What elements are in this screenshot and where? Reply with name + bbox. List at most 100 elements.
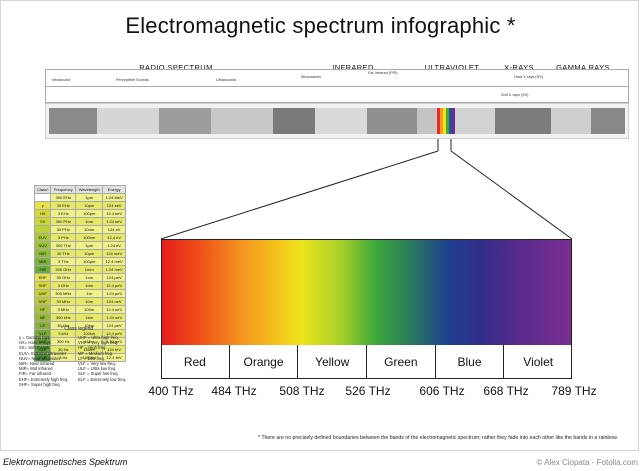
table-cell: 1.24 μeV	[102, 289, 126, 298]
table-row: MF 300 kHz 1km 1.24 neV	[33, 313, 126, 322]
table-row: FIR 300 GHz 1mm 1.24 meV	[33, 265, 126, 274]
infographic-card: Electromagnetic spectrum infographic * R…	[0, 0, 639, 451]
table-cell: 12.4 eV	[102, 233, 126, 242]
table-cell: NUV	[33, 241, 52, 250]
spectrum-bar	[45, 103, 629, 139]
table-cell: 124 μeV	[102, 273, 126, 282]
sub-band-infrasound: Infrasound	[52, 78, 70, 82]
footnote: * There are no precisely defined boundar…	[258, 435, 619, 441]
table-cell: 30 PHz	[50, 225, 77, 234]
table-cell: 10m	[75, 297, 104, 306]
table-row: VHF 30 MHz 10m 124 neV	[33, 297, 126, 306]
table-cell: SHF	[33, 281, 52, 290]
table-cell: LF	[33, 321, 52, 330]
table-cell: 3 THz	[50, 257, 77, 266]
table-row: 300 EHz 1pm 1.24 MeV	[33, 193, 126, 202]
table-cell: 1km	[75, 313, 104, 322]
band-labels-row-2: Soft X-rays (SX)	[45, 87, 629, 103]
table-cell: 1.24 keV	[102, 217, 126, 226]
class-legend-title: * Class legend	[61, 326, 94, 332]
table-row: EUV 3 PHz 100nm 12.4 eV	[33, 233, 126, 242]
table-cell: 10μm	[75, 249, 104, 258]
table-cell: 1.24 eV	[102, 241, 126, 250]
table-cell: 124 peV	[102, 321, 126, 330]
table-cell: SX	[33, 217, 52, 226]
table-row: HX 3 EHz 100pm 12.4 keV	[33, 209, 126, 218]
table-cell: 300 EHz	[50, 193, 77, 202]
table-cell: 124 neV	[102, 297, 126, 306]
table-cell: UHF	[33, 289, 52, 298]
table-cell: 124 keV	[102, 201, 126, 210]
table-cell: HF	[33, 305, 52, 314]
table-cell: 30 THz	[50, 249, 77, 258]
table-cell: 12.4 μeV	[102, 281, 126, 290]
table-row: γ 30 EHz 10pm 124 keV	[33, 201, 126, 210]
table-cell: 1μm	[75, 241, 104, 250]
frequency-label: 508 THz	[279, 384, 325, 398]
table-cell: 100nm	[75, 233, 104, 242]
table-cell: 300 GHz	[50, 265, 77, 274]
table-cell: 30 GHz	[50, 273, 77, 282]
table-row: ULF 300 Hz 1Mm 1.24 peV	[33, 337, 126, 346]
page-title: Electromagnetic spectrum infographic *	[125, 13, 516, 38]
table-cell: 100pm	[75, 209, 104, 218]
table-cell: 3 PHz	[50, 233, 77, 242]
table-cell: 1.24 meV	[102, 265, 126, 274]
color-name-orange: Orange	[230, 345, 299, 379]
table-cell: VHF	[33, 297, 52, 306]
table-header-cell: Energy	[102, 185, 126, 194]
table-cell: γ	[33, 201, 52, 210]
table-cell: 100μm	[75, 257, 104, 266]
table-cell: 1m	[75, 289, 104, 298]
table-cell: 3 GHz	[50, 281, 77, 290]
band-title-3: X-RAYS	[504, 63, 534, 72]
table-cell	[33, 225, 52, 234]
frequency-label: 606 THz	[419, 384, 465, 398]
sub-band-microwaves: Microwaves	[301, 75, 322, 79]
sub-band-hx: Hard X-rays (HX)	[514, 75, 544, 79]
sub-band-fir: Far Infrared (FIR)	[368, 71, 398, 75]
table-cell: 12.4 feV	[102, 353, 126, 362]
table-cell: 30 EHz	[50, 201, 77, 210]
table-row: HF 3 MHz 100m 12.4 neV	[33, 305, 126, 314]
table-cell: 300 THz	[50, 241, 77, 250]
color-name-yellow: Yellow	[298, 345, 368, 379]
frequency-label: 668 THz	[483, 384, 529, 398]
table-row: NUV 300 THz 1μm 1.24 eV	[33, 241, 126, 250]
table-cell: EUV	[33, 233, 52, 242]
table-cell: 124 meV	[102, 249, 126, 258]
table-row: SX 300 PHz 1nm 1.24 keV	[33, 217, 126, 226]
frequency-label: 789 THz	[551, 384, 597, 398]
table-row: EHF 30 GHz 1cm 124 μeV	[33, 273, 126, 282]
table-cell: 12.4 meV	[102, 257, 126, 266]
sub-band-perceptible: Perceptible Sounds	[116, 78, 149, 82]
table-header-cell: Frequency	[50, 185, 77, 194]
band-title-1: INFRARED	[332, 63, 374, 72]
table-cell: 1dm	[75, 281, 104, 290]
visible-spectrum-frame	[161, 239, 572, 379]
caption-right: © Alex Ciopata - Fotolia.com	[536, 458, 639, 467]
table-cell	[33, 193, 52, 202]
table-cell: MF	[33, 313, 52, 322]
table-cell: 10pm	[75, 201, 104, 210]
table-cell: 300 PHz	[50, 217, 77, 226]
sub-band-sx: Soft X-rays (SX)	[501, 93, 529, 97]
abbr-legend-right: UHF = Ultra high freq. VHF = Very high f…	[78, 335, 127, 382]
color-name-red: Red	[161, 345, 230, 379]
table-row: SHF 3 GHz 1dm 12.4 μeV	[33, 281, 126, 290]
table-row: NIR 30 THz 10μm 124 meV	[33, 249, 126, 258]
table-cell: 10nm	[75, 225, 104, 234]
table-cell: 12.4 keV	[102, 209, 126, 218]
table-cell: 1cm	[75, 273, 104, 282]
table-cell: 30 MHz	[50, 297, 77, 306]
table-cell: NIR	[33, 249, 52, 258]
table-row: UHF 300 MHz 1m 1.24 μeV	[33, 289, 126, 298]
table-row: MIR 3 THz 100μm 12.4 meV	[33, 257, 126, 266]
table-cell: 3 MHz	[50, 305, 77, 314]
table-cell: FIR	[33, 265, 52, 274]
table-cell: 1.24 neV	[102, 313, 126, 322]
table-cell: 1.24 MeV	[102, 193, 126, 202]
table-cell: 3 EHz	[50, 209, 77, 218]
table-cell: 124 eV	[102, 225, 126, 234]
table-cell: EHF	[33, 273, 52, 282]
